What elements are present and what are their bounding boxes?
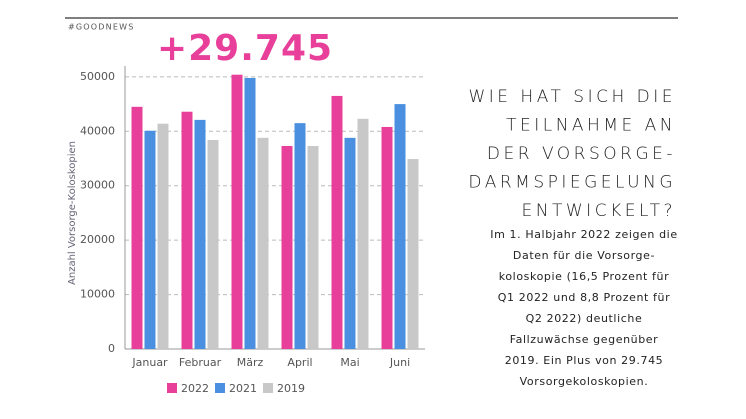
bar [281, 146, 293, 349]
bar [207, 140, 219, 349]
bar [394, 104, 406, 349]
bar [181, 111, 193, 349]
y-tick-label: 40000 [80, 124, 115, 137]
paragraph-line: 2019. Ein Plus von 29.745 [505, 354, 664, 367]
paragraph-line: Q1 2022 und 8,8 Prozent für [498, 291, 670, 304]
y-tick-label: 20000 [80, 233, 115, 246]
bar [294, 123, 306, 350]
y-tick-label: 50000 [80, 70, 115, 83]
legend-label: 2021 [229, 382, 257, 395]
legend-label: 2022 [181, 382, 209, 395]
bar [344, 137, 356, 349]
heading-line: DER VORSORGE- [487, 144, 676, 164]
y-tick-label: 10000 [80, 288, 115, 301]
bar [144, 130, 156, 349]
heading-line: WIE HAT SICH DIE [468, 87, 676, 107]
paragraph-line: Q2 2022) deutliche [526, 312, 643, 325]
bar [331, 95, 343, 349]
y-tick-label: 30000 [80, 179, 115, 192]
paragraph-line: Im 1. Halbjahr 2022 zeigen die [490, 228, 677, 241]
bar [131, 106, 143, 349]
paragraph-line: koloskopie (16,5 Prozent für [499, 270, 669, 283]
legend-label: 2019 [277, 382, 305, 395]
bar [244, 77, 256, 349]
y-tick-label: 0 [108, 342, 115, 355]
heading-line: ENTWICKELT? [522, 201, 676, 221]
paragraph-line: Fallzuwächse gegenüber [510, 333, 659, 346]
bar [407, 159, 419, 349]
x-tick-label: Januar [131, 356, 168, 369]
legend-swatch [215, 383, 225, 393]
paragraph-line: Daten für die Vorsorge- [513, 249, 655, 262]
heading-line: DARMSPIEGELUNG [468, 173, 676, 193]
x-tick-label: Juni [389, 356, 410, 369]
paragraph-line: Vorsorgekoloskopien. [520, 375, 649, 388]
legend-swatch [167, 383, 177, 393]
bar [307, 146, 319, 349]
bar [381, 126, 393, 349]
y-axis-label: Anzahl Vorsorge-Koloskopien [67, 141, 78, 285]
x-tick-label: Mai [340, 356, 359, 369]
bar [257, 137, 269, 349]
x-tick-label: Februar [179, 356, 222, 369]
x-tick-label: April [287, 356, 312, 369]
heading-line: TEILNAHME AN [506, 116, 676, 136]
bar [357, 118, 369, 350]
bar [157, 123, 169, 349]
bar [194, 119, 206, 349]
bar [231, 74, 243, 349]
x-tick-label: März [237, 356, 264, 369]
header-tag: #GOODNEWS [68, 23, 134, 32]
annotation: +29.745 [157, 28, 333, 69]
legend-swatch [263, 383, 273, 393]
